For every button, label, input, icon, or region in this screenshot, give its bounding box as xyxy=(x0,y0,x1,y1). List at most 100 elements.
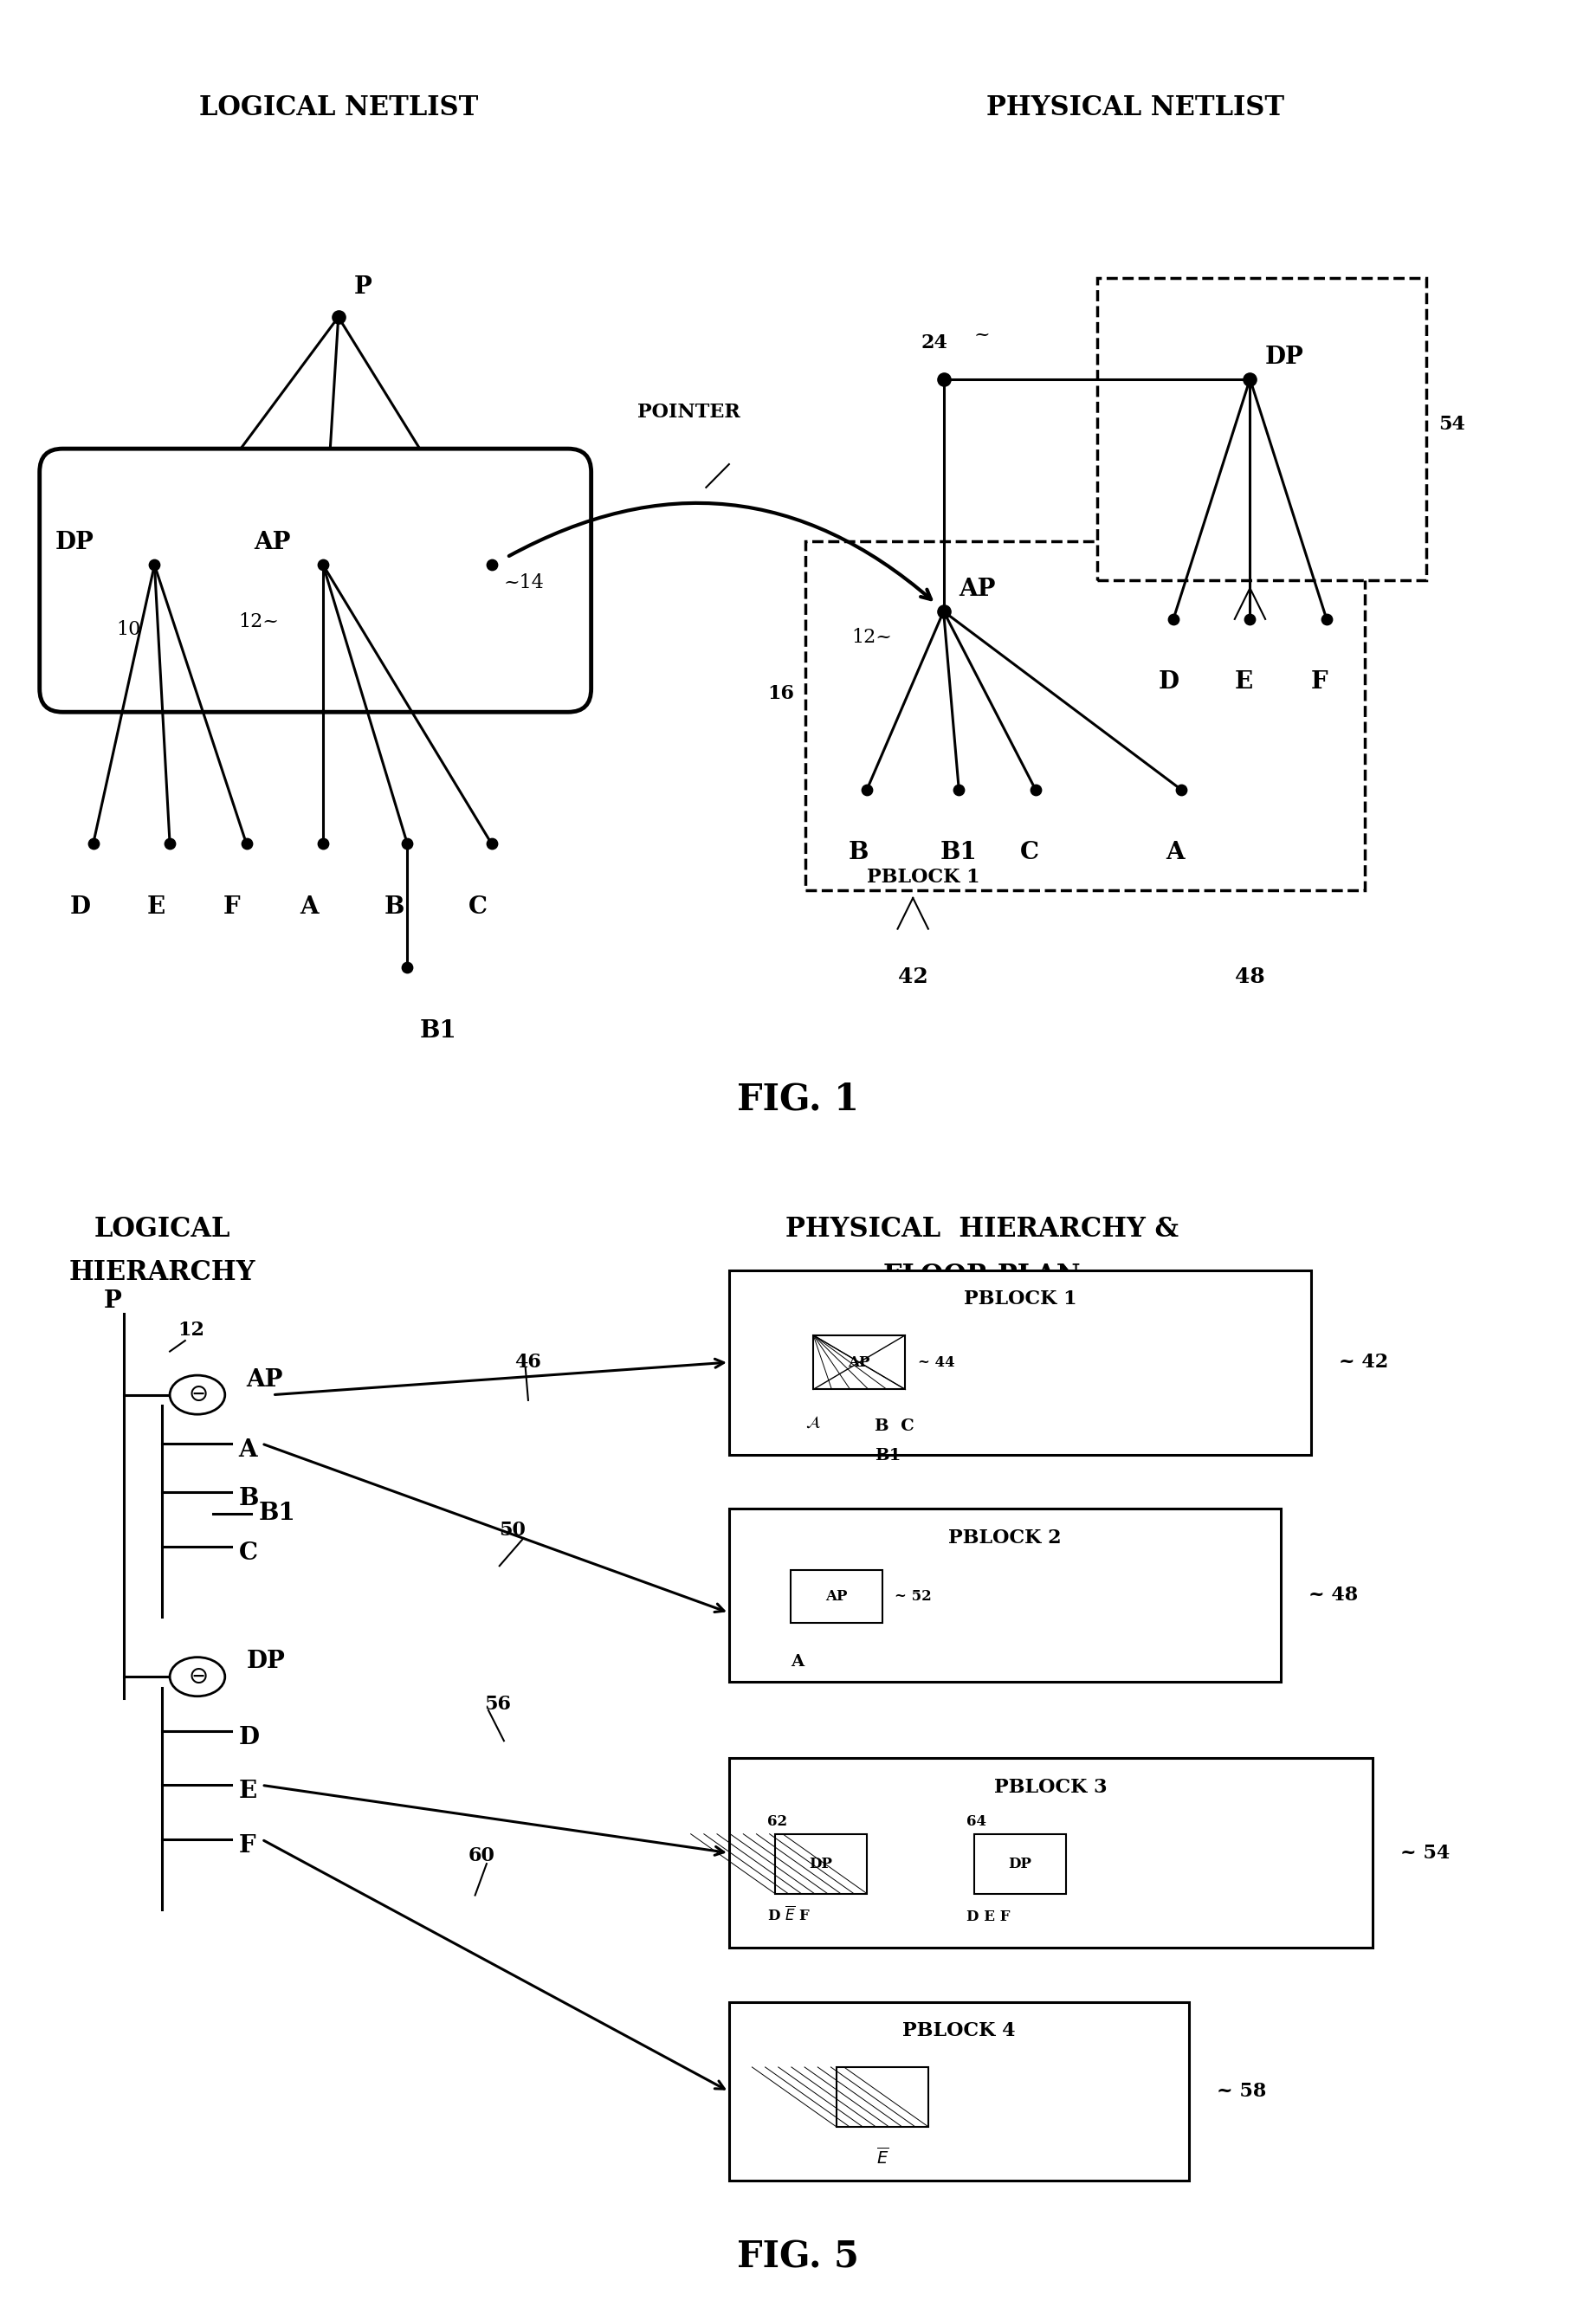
Point xyxy=(1168,771,1194,807)
Text: 42: 42 xyxy=(899,967,927,987)
Text: AP: AP xyxy=(246,1368,282,1391)
Text: 12: 12 xyxy=(177,1320,204,1340)
FancyBboxPatch shape xyxy=(40,448,591,713)
Text: AP: AP xyxy=(254,531,290,554)
Text: B1: B1 xyxy=(420,1020,456,1043)
Point xyxy=(394,948,420,985)
Text: DP: DP xyxy=(1266,346,1304,369)
Text: D $\overline{E}$ F: D $\overline{E}$ F xyxy=(768,1906,811,1924)
Text: PBLOCK 4: PBLOCK 4 xyxy=(902,2021,1015,2042)
Text: D: D xyxy=(239,1726,260,1749)
Text: FLOOR PLAN: FLOOR PLAN xyxy=(883,1262,1080,1290)
Text: ~ 44: ~ 44 xyxy=(918,1354,954,1370)
Text: 56: 56 xyxy=(484,1696,511,1714)
Text: A: A xyxy=(1165,842,1184,865)
Bar xyxy=(729,1271,1312,1453)
Text: D: D xyxy=(70,895,91,918)
Bar xyxy=(729,1509,1280,1682)
Text: C: C xyxy=(239,1541,259,1564)
Text: DP: DP xyxy=(1009,1857,1031,1871)
Point xyxy=(479,547,504,584)
Bar xyxy=(806,542,1365,891)
Bar xyxy=(729,1758,1373,1947)
Text: $\ominus$: $\ominus$ xyxy=(188,1666,207,1689)
Text: DP: DP xyxy=(809,1857,833,1871)
Text: 12~: 12~ xyxy=(852,628,892,646)
Text: 54: 54 xyxy=(1438,415,1465,434)
Text: 50: 50 xyxy=(500,1520,527,1541)
Text: B: B xyxy=(385,895,404,918)
Text: $\ominus$: $\ominus$ xyxy=(188,1384,207,1407)
Text: D: D xyxy=(1159,671,1179,694)
Text: AP: AP xyxy=(849,1354,870,1370)
Point xyxy=(946,771,972,807)
Text: B1: B1 xyxy=(940,842,977,865)
Text: ~ 48: ~ 48 xyxy=(1309,1585,1358,1606)
Text: 60: 60 xyxy=(469,1846,495,1866)
Point xyxy=(930,360,956,397)
Text: $\overline{E}$: $\overline{E}$ xyxy=(876,2148,889,2166)
Point xyxy=(156,826,182,863)
Circle shape xyxy=(169,1656,225,1696)
Text: AP: AP xyxy=(959,577,996,602)
Bar xyxy=(1096,279,1427,581)
Text: AP: AP xyxy=(825,1590,847,1603)
Point xyxy=(1023,771,1049,807)
Text: A: A xyxy=(239,1440,257,1463)
Text: 16: 16 xyxy=(768,683,795,704)
Text: 62: 62 xyxy=(768,1813,787,1829)
Text: PHYSICAL NETLIST: PHYSICAL NETLIST xyxy=(986,95,1285,122)
Text: ~ 58: ~ 58 xyxy=(1216,2081,1266,2102)
Text: 46: 46 xyxy=(514,1352,541,1373)
Text: DP: DP xyxy=(54,531,94,554)
Text: HIERARCHY: HIERARCHY xyxy=(69,1260,255,1285)
Point xyxy=(233,826,259,863)
Point xyxy=(854,771,879,807)
Text: FIG. 5: FIG. 5 xyxy=(737,2238,859,2275)
Point xyxy=(479,826,504,863)
Text: P: P xyxy=(354,275,372,300)
Point xyxy=(80,826,105,863)
Bar xyxy=(974,1834,1066,1894)
Text: ~ 54: ~ 54 xyxy=(1400,1843,1449,1862)
Point xyxy=(394,826,420,863)
Text: PHYSICAL  HIERARCHY &: PHYSICAL HIERARCHY & xyxy=(785,1216,1178,1243)
Text: ~: ~ xyxy=(974,325,991,344)
Bar xyxy=(729,2002,1189,2180)
Point xyxy=(310,826,335,863)
Point xyxy=(1237,360,1262,397)
Text: A: A xyxy=(790,1654,803,1670)
Text: PBLOCK 3: PBLOCK 3 xyxy=(994,1779,1108,1797)
Text: PBLOCK 1: PBLOCK 1 xyxy=(964,1290,1077,1308)
Text: B  C: B C xyxy=(875,1419,915,1435)
Text: ~ 42: ~ 42 xyxy=(1339,1352,1389,1373)
Text: A: A xyxy=(300,895,319,918)
Text: E: E xyxy=(239,1781,257,1804)
Text: 24: 24 xyxy=(921,332,948,353)
Text: POINTER: POINTER xyxy=(637,404,741,422)
Bar xyxy=(776,1834,867,1894)
Point xyxy=(930,593,956,630)
Text: ~14: ~14 xyxy=(504,574,544,593)
Text: B1: B1 xyxy=(259,1502,295,1525)
Bar xyxy=(814,1336,905,1389)
Text: C: C xyxy=(1020,842,1039,865)
Text: LOGICAL: LOGICAL xyxy=(94,1216,230,1243)
Text: E: E xyxy=(147,895,164,918)
Point xyxy=(326,298,351,335)
Text: LOGICAL NETLIST: LOGICAL NETLIST xyxy=(200,95,477,122)
Text: PBLOCK 2: PBLOCK 2 xyxy=(948,1527,1061,1548)
Text: B: B xyxy=(239,1488,259,1511)
Text: 10: 10 xyxy=(117,621,140,639)
Text: B: B xyxy=(849,842,868,865)
Text: 64: 64 xyxy=(967,1813,986,1829)
Text: ~ 52: ~ 52 xyxy=(894,1590,932,1603)
Text: 12~: 12~ xyxy=(239,611,279,632)
Text: FIG. 1: FIG. 1 xyxy=(737,1082,859,1117)
Text: F: F xyxy=(1312,671,1328,694)
Text: PBLOCK 1: PBLOCK 1 xyxy=(867,867,980,886)
Text: P: P xyxy=(104,1290,121,1313)
Point xyxy=(1237,600,1262,637)
Text: F: F xyxy=(223,895,241,918)
Bar xyxy=(836,2067,929,2127)
